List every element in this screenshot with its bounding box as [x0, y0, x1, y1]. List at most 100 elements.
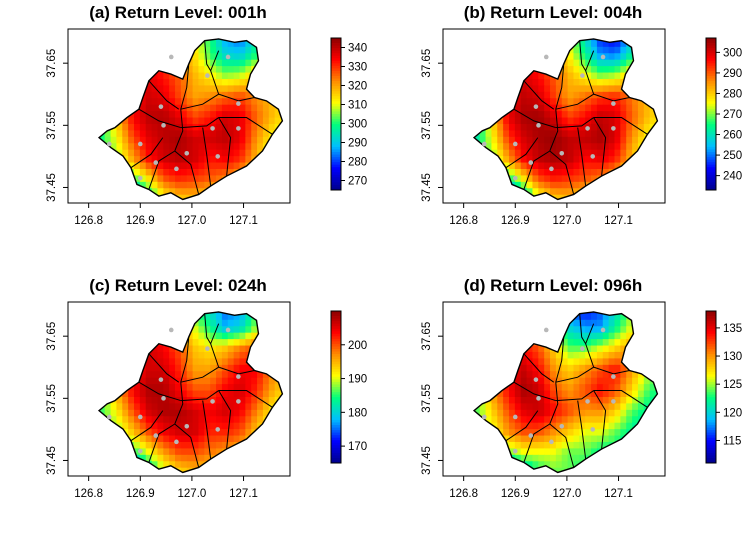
- colorbar-segment: [331, 371, 341, 375]
- heatmap-cell: [555, 136, 563, 144]
- heatmap-cell: [87, 111, 93, 118]
- heatmap-cell: [110, 461, 118, 469]
- heatmap-cell: [122, 364, 129, 372]
- heatmap-cell: [503, 40, 510, 48]
- heatmap-cell: [474, 111, 475, 119]
- heatmap-cell: [99, 162, 106, 170]
- heatmap-cell: [620, 422, 627, 430]
- heatmap-cell: [239, 313, 246, 321]
- heatmap-cell: [532, 38, 539, 41]
- heatmap-cell: [280, 448, 283, 456]
- heatmap-cell: [561, 461, 569, 469]
- heatmap-cell: [227, 78, 235, 86]
- heatmap-cell: [169, 311, 176, 314]
- colorbar-segment: [331, 316, 341, 319]
- colorbar-segment: [706, 440, 716, 444]
- heatmap-cell: [485, 416, 493, 424]
- heatmap-cell: [520, 332, 528, 340]
- colorbar-segment: [706, 55, 716, 59]
- heatmap-cell: [139, 371, 147, 379]
- heatmap-cell: [122, 311, 129, 314]
- heatmap-cell: [186, 181, 194, 189]
- plot-frame: [442, 301, 666, 477]
- heatmap-cell: [139, 130, 147, 138]
- heatmap-cell: [526, 111, 534, 119]
- station-point: [236, 374, 241, 379]
- heatmap-cell: [122, 130, 129, 138]
- heatmap-cell: [544, 123, 551, 131]
- colorbar-segment: [331, 86, 341, 90]
- heatmap-cell: [180, 130, 188, 138]
- heatmap-cell: [655, 78, 658, 86]
- heatmap-cell: [221, 72, 229, 80]
- heatmap-cell: [245, 98, 252, 106]
- heatmap-cell: [122, 467, 129, 473]
- heatmap-cell: [251, 46, 258, 54]
- heatmap-cell: [526, 143, 534, 151]
- heatmap-cell: [573, 345, 580, 353]
- heatmap-cell: [620, 59, 627, 67]
- heatmap-cell: [655, 143, 658, 151]
- heatmap-cell: [122, 194, 129, 200]
- heatmap-cell: [596, 422, 604, 430]
- heatmap-cell: [87, 442, 93, 449]
- heatmap-cell: [133, 91, 141, 99]
- heatmap-cell: [99, 422, 106, 430]
- heatmap-cell: [538, 53, 545, 61]
- heatmap-cell: [280, 123, 283, 131]
- heatmap-cell: [508, 98, 516, 106]
- heatmap-cell: [122, 149, 129, 157]
- heatmap-cell: [479, 364, 487, 372]
- heatmap-cell: [139, 78, 147, 86]
- heatmap-cell: [151, 409, 159, 417]
- heatmap-cell: [497, 364, 504, 372]
- heatmap-cell: [186, 311, 194, 314]
- heatmap-cell: [99, 422, 100, 430]
- heatmap-cell: [133, 175, 141, 183]
- heatmap-cell: [637, 339, 645, 347]
- heatmap-cell: [474, 422, 481, 430]
- heatmap-cell: [227, 358, 235, 366]
- heatmap-cell: [620, 377, 627, 385]
- heatmap-cell: [151, 149, 159, 157]
- station-point: [559, 423, 565, 429]
- heatmap-cell: [632, 351, 639, 359]
- heatmap-cell: [192, 66, 200, 74]
- district-boundary: [550, 151, 574, 194]
- heatmap-cell: [122, 390, 129, 398]
- heatmap-cell: [245, 143, 252, 151]
- heatmap-cell: [221, 454, 229, 462]
- heatmap-cell: [474, 384, 475, 392]
- heatmap-cell: [567, 188, 575, 196]
- heatmap-cell: [180, 162, 188, 170]
- colorbar-segment: [706, 427, 716, 431]
- heatmap-cell: [122, 53, 129, 61]
- heatmap-cell: [474, 345, 475, 353]
- heatmap-cell: [163, 72, 170, 80]
- heatmap-cell: [579, 130, 586, 138]
- heatmap-cell: [550, 371, 557, 379]
- heatmap-cell: [655, 422, 658, 430]
- heatmap-cell: [151, 59, 159, 67]
- heatmap-cell: [157, 149, 164, 157]
- heatmap-cell: [462, 326, 468, 333]
- heatmap-cell: [104, 194, 112, 200]
- colorbar-segment: [331, 116, 341, 120]
- heatmap-cell: [479, 313, 487, 321]
- heatmap-cell: [139, 175, 147, 183]
- heatmap-cell: [122, 358, 129, 366]
- heatmap-cell: [245, 123, 252, 131]
- heatmap-cell: [491, 332, 498, 340]
- heatmap-cell: [579, 319, 586, 327]
- heatmap-cell: [591, 448, 598, 456]
- heatmap-cell: [474, 175, 475, 183]
- heatmap-cell: [485, 40, 493, 48]
- colorbar-tick-label: 250: [723, 150, 742, 162]
- heatmap-cell: [596, 136, 604, 144]
- heatmap-cell: [204, 441, 211, 449]
- heatmap-cell: [233, 46, 241, 54]
- heatmap-cell: [221, 104, 229, 112]
- heatmap-cell: [245, 168, 252, 176]
- heatmap-cell: [151, 313, 159, 321]
- colorbar-segment: [331, 361, 341, 365]
